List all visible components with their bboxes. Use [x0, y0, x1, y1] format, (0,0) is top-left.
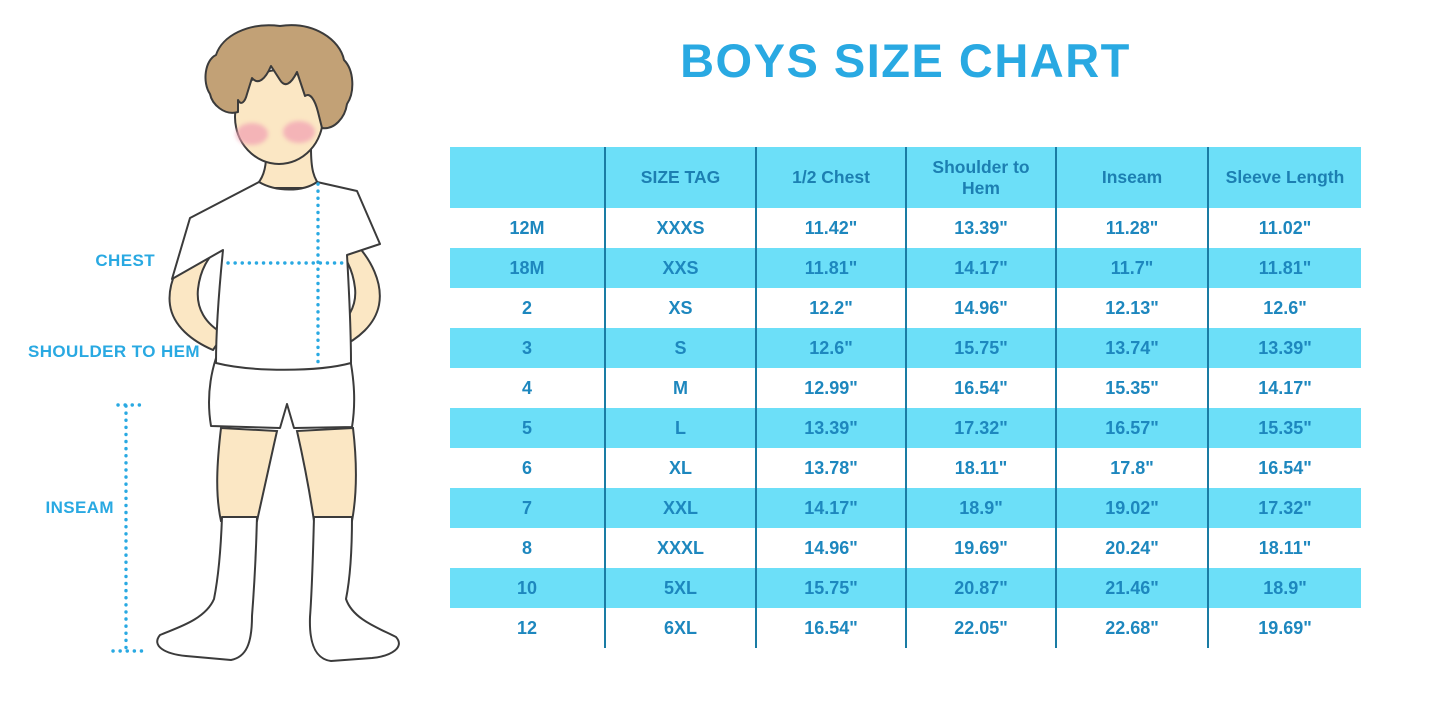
shoulder-to-hem-label: SHOULDER TO HEM [28, 342, 200, 361]
row-size-label: 4 [521, 377, 532, 398]
boy-figure-illustration [111, 24, 400, 662]
cell-shoulder-to-hem: 17.32" [905, 408, 1055, 448]
figure-socks [156, 516, 400, 662]
header-cell-sleeve-length: Sleeve Length [1207, 147, 1361, 208]
table-row: 12M XXXS 11.42" 13.39" 11.28" 11.02" [450, 208, 1361, 248]
cell-inseam: 17.8" [1055, 448, 1207, 488]
cell-shoulder-to-hem: 14.17" [905, 248, 1055, 288]
cell-shoulder-to-hem: 16.54" [905, 368, 1055, 408]
table-header-row: SIZE TAG 1/2 Chest Shoulder to Hem Inseam Sl… [450, 147, 1361, 208]
header-cell-shoulder-to-hem: Shoulder to Hem [905, 147, 1055, 208]
cell-half-chest: 13.78" [755, 448, 905, 488]
chest-label: CHEST [95, 251, 155, 270]
cell-half-chest: 14.17" [755, 488, 905, 528]
row-size-label: 7 [521, 497, 532, 518]
figure-shorts [207, 357, 356, 429]
cell-inseam: 11.7" [1055, 248, 1207, 288]
cell-inseam: 13.74" [1055, 328, 1207, 368]
cell-size-tag: XXL [604, 488, 755, 528]
cell-half-chest: 12.2" [755, 288, 905, 328]
row-size-label: 2 [521, 297, 532, 318]
cell-shoulder-to-hem: 22.05" [905, 608, 1055, 648]
cell-half-chest: 11.81" [755, 248, 905, 288]
header-cell-blank [450, 147, 604, 208]
cell-size-tag: M [604, 368, 755, 408]
inseam-label: INSEAM [45, 498, 114, 517]
cell-shoulder-to-hem: 15.75" [905, 328, 1055, 368]
table-row: 12 6XL 16.54" 22.05" 22.68" 19.69" [450, 608, 1361, 648]
row-size-label: 12M [509, 217, 545, 238]
header-cell-size-tag: SIZE TAG [604, 147, 755, 208]
cell-sleeve-length: 11.81" [1207, 248, 1361, 288]
cell-shoulder-to-hem: 14.96" [905, 288, 1055, 328]
row-size-label: 6 [521, 457, 532, 478]
cell-sleeve-length: 14.17" [1207, 368, 1361, 408]
table-row: 4 M 12.99" 16.54" 15.35" 14.17" [450, 368, 1361, 408]
cell-half-chest: 13.39" [755, 408, 905, 448]
cell-sleeve-length: 11.02" [1207, 208, 1361, 248]
row-size-label: 3 [521, 337, 532, 358]
cell-inseam: 21.46" [1055, 568, 1207, 608]
cell-half-chest: 14.96" [755, 528, 905, 568]
table-row: 18M XXS 11.81" 14.17" 11.7" 11.81" [450, 248, 1361, 288]
table-row: 7 XXL 14.17" 18.9" 19.02" 17.32" [450, 488, 1361, 528]
cell-inseam: 19.02" [1055, 488, 1207, 528]
cell-sleeve-length: 18.9" [1207, 568, 1361, 608]
cell-inseam: 22.68" [1055, 608, 1207, 648]
cell-inseam: 20.24" [1055, 528, 1207, 568]
table-row: 8 XXXL 14.96" 19.69" 20.24" 18.11" [450, 528, 1361, 568]
cell-half-chest: 11.42" [755, 208, 905, 248]
cell-size-tag: XL [604, 448, 755, 488]
table-row: 2 XS 12.2" 14.96" 12.13" 12.6" [450, 288, 1361, 328]
page-title: BOYS SIZE CHART [680, 34, 1131, 87]
cell-size-tag: S [604, 328, 755, 368]
cell-size-tag: XXS [604, 248, 755, 288]
blush-left [236, 123, 268, 145]
cell-sleeve-length: 15.35" [1207, 408, 1361, 448]
cell-shoulder-to-hem: 13.39" [905, 208, 1055, 248]
cell-size-tag: 6XL [604, 608, 755, 648]
figure-shirt [171, 181, 381, 371]
cell-sleeve-length: 18.11" [1207, 528, 1361, 568]
figure-hair [204, 24, 354, 130]
cell-size-tag: XS [604, 288, 755, 328]
cell-sleeve-length: 12.6" [1207, 288, 1361, 328]
cell-shoulder-to-hem: 18.11" [905, 448, 1055, 488]
cell-shoulder-to-hem: 19.69" [905, 528, 1055, 568]
table-row: 3 S 12.6" 15.75" 13.74" 13.39" [450, 328, 1361, 368]
cell-inseam: 12.13" [1055, 288, 1207, 328]
table-row: 10 5XL 15.75" 20.87" 21.46" 18.9" [450, 568, 1361, 608]
table-row: 5 L 13.39" 17.32" 16.57" 15.35" [450, 408, 1361, 448]
cell-half-chest: 12.6" [755, 328, 905, 368]
header-cell-inseam: Inseam [1055, 147, 1207, 208]
cell-half-chest: 16.54" [755, 608, 905, 648]
header-cell-half-chest: 1/2 Chest [755, 147, 905, 208]
cell-sleeve-length: 17.32" [1207, 488, 1361, 528]
cell-size-tag: XXXS [604, 208, 755, 248]
cell-inseam: 15.35" [1055, 368, 1207, 408]
figure-legs [216, 426, 357, 522]
row-size-label: 8 [521, 537, 532, 558]
table-row: 6 XL 13.78" 18.11" 17.8" 16.54" [450, 448, 1361, 488]
row-size-label: 5 [521, 417, 532, 438]
row-size-label: 18M [509, 257, 545, 278]
cell-inseam: 11.28" [1055, 208, 1207, 248]
cell-size-tag: XXXL [604, 528, 755, 568]
cell-sleeve-length: 13.39" [1207, 328, 1361, 368]
row-size-label: 12 [516, 617, 538, 638]
cell-inseam: 16.57" [1055, 408, 1207, 448]
row-size-label: 10 [516, 577, 538, 598]
cell-sleeve-length: 16.54" [1207, 448, 1361, 488]
cell-half-chest: 12.99" [755, 368, 905, 408]
blush-right [283, 121, 315, 143]
cell-shoulder-to-hem: 20.87" [905, 568, 1055, 608]
cell-size-tag: 5XL [604, 568, 755, 608]
cell-sleeve-length: 19.69" [1207, 608, 1361, 648]
cell-half-chest: 15.75" [755, 568, 905, 608]
cell-shoulder-to-hem: 18.9" [905, 488, 1055, 528]
cell-size-tag: L [604, 408, 755, 448]
size-chart-table: SIZE TAG 1/2 Chest Shoulder to Hem Inseam Sl… [450, 147, 1361, 648]
